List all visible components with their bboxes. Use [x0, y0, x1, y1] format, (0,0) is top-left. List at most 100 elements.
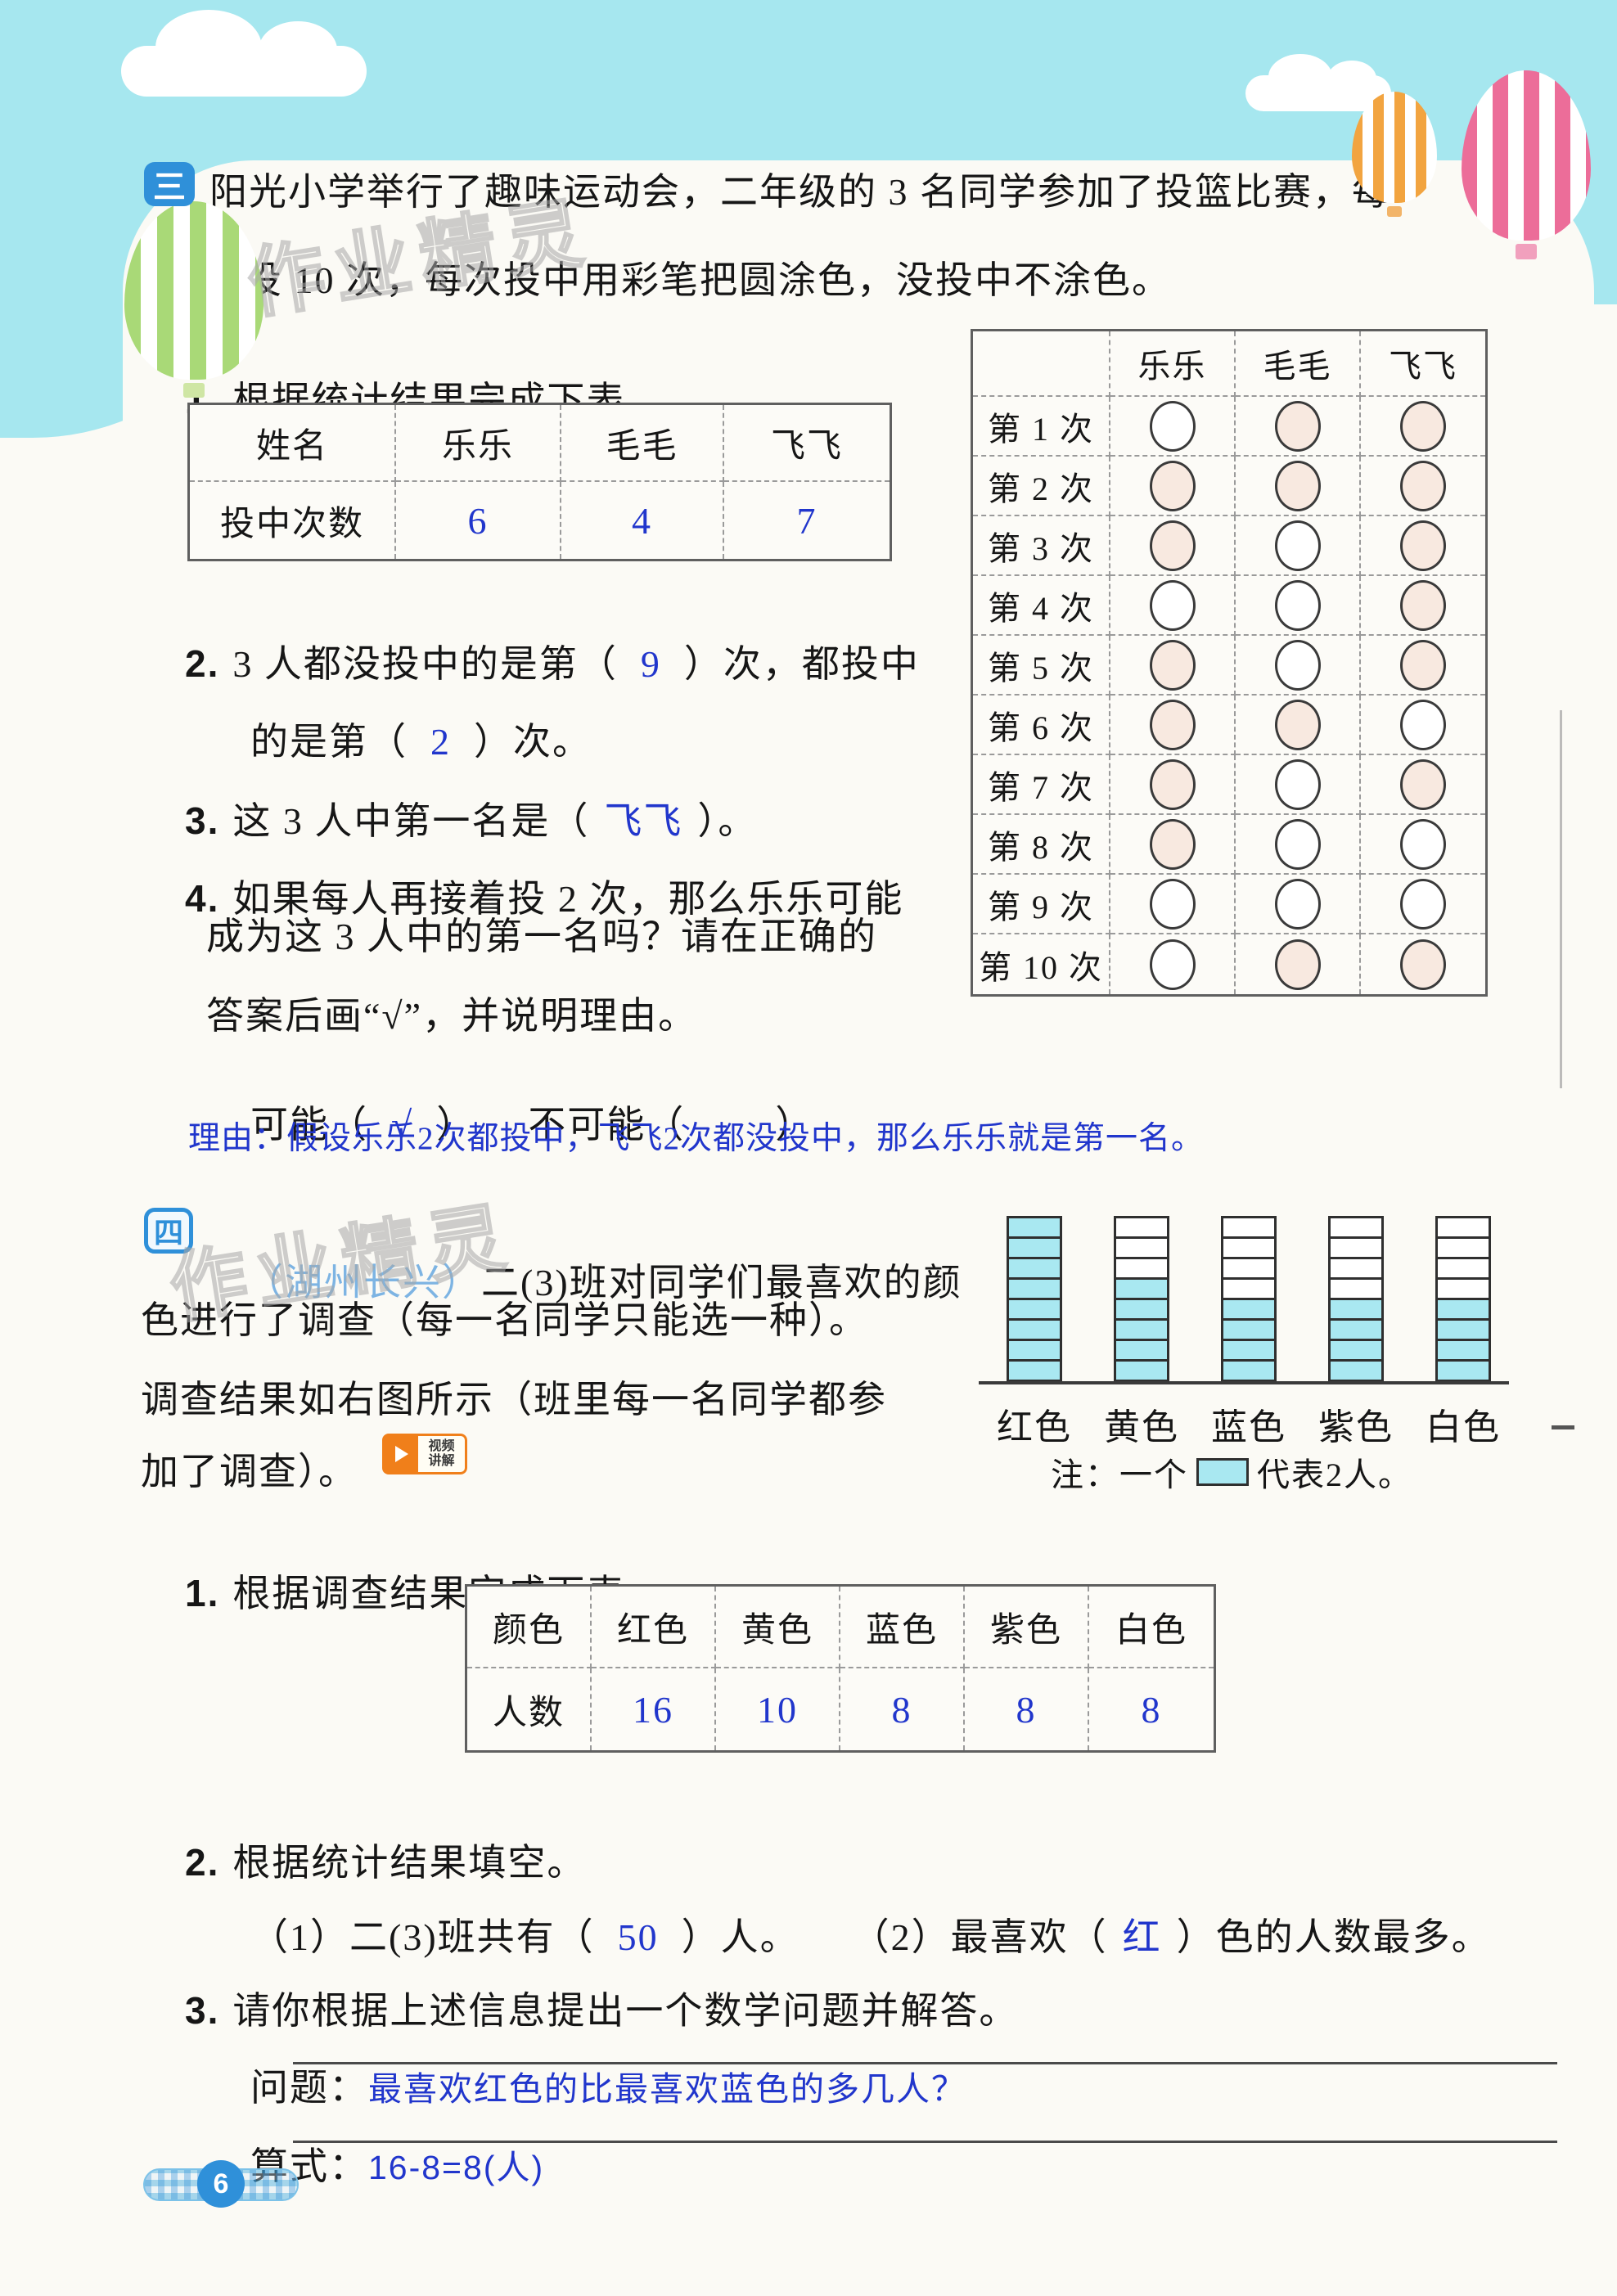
chart-bar	[1007, 1216, 1062, 1382]
shot-grid-cell	[1110, 815, 1236, 875]
chart-cell-filled	[1221, 1298, 1277, 1321]
chart-cell-empty	[1221, 1257, 1277, 1280]
result-table: 颜色 红色 黄色 蓝色 紫色 白色 人数 16 10 8 8 8	[465, 1584, 1216, 1753]
chart-cell-empty	[1114, 1216, 1169, 1239]
page-edge-dash	[1552, 1425, 1574, 1429]
score-table-value: 7	[796, 499, 818, 542]
hit-circle-empty	[1400, 878, 1446, 930]
shot-grid-cell	[1361, 934, 1485, 994]
hit-circle-filled	[1274, 939, 1321, 990]
hit-circle-filled	[1274, 699, 1321, 750]
chart-bar	[1221, 1216, 1277, 1382]
p4-q2-sub2-pre: （2）最喜欢（	[851, 1916, 1108, 1958]
hit-circle-filled	[1149, 520, 1196, 571]
chart-cell-filled	[1007, 1298, 1062, 1321]
problem-three-intro-line1: 阳光小学举行了趣味运动会，二年级的 3 名同学参加了投篮比赛，每	[209, 171, 1391, 213]
hit-circle-empty	[1274, 579, 1321, 631]
chart-bar	[1328, 1216, 1384, 1382]
score-table-header-student: 乐乐	[396, 405, 561, 482]
impossible-label: 不可能（	[528, 1104, 686, 1146]
chart-cell-filled	[1114, 1359, 1169, 1382]
chart-cell-empty	[1328, 1216, 1384, 1239]
p4-q1-number: 1.	[185, 1572, 220, 1614]
formula-label: 算式：	[250, 2145, 368, 2187]
hit-circle-filled	[1149, 759, 1196, 810]
shot-grid-cell	[1361, 696, 1485, 755]
shot-grid-cell	[1236, 934, 1361, 994]
shot-grid-cell	[1236, 516, 1361, 576]
result-table-header-color: 红色	[592, 1587, 716, 1668]
cloud-icon	[121, 10, 367, 97]
shot-grid-cell	[1110, 397, 1236, 457]
chart-cell-filled	[1007, 1236, 1062, 1259]
p4-q2-sub1-post: ）人。	[681, 1916, 799, 1958]
chart-cell-filled	[1435, 1298, 1491, 1321]
result-table-header-label: 颜色	[467, 1587, 592, 1668]
chart-cell-empty	[1221, 1277, 1277, 1300]
chart-category-labels: 红色 黄色 蓝色 紫色 白色	[997, 1398, 1499, 1447]
problem-three-badge-label: 三	[153, 169, 186, 205]
shot-grid-cell	[1361, 755, 1485, 815]
formula-underline	[293, 2141, 1557, 2143]
p3-question2-line1: 2. 3 人都没投中的是第（ 9 ）次，都投中	[141, 591, 920, 732]
shot-grid-cell	[1361, 397, 1485, 457]
chart-cell-filled	[1114, 1277, 1169, 1300]
pink-balloon-icon	[1462, 70, 1591, 259]
score-table: 姓名 乐乐 毛毛 飞飞 投中次数 6 4 7	[187, 403, 892, 561]
note-pre: 注：一个	[1051, 1456, 1188, 1493]
chart-cell-filled	[1007, 1257, 1062, 1280]
p3-q2-answer1: 9	[640, 643, 661, 685]
chart-category-label: 白色	[1426, 1407, 1501, 1447]
shot-grid-cell	[1110, 457, 1236, 516]
shot-grid-row-label: 第 3 次	[973, 516, 1110, 576]
p4-question3: 3. 请你根据上述信息提出一个数学问题并解答。	[141, 1938, 1018, 2078]
source-tag: （湖州长兴）	[245, 1262, 481, 1303]
hit-circle-empty	[1149, 400, 1196, 452]
shot-grid-cell	[1236, 755, 1361, 815]
shot-grid-cell	[1110, 755, 1236, 815]
possible-close: ）	[436, 1104, 476, 1146]
chart-cell-filled	[1328, 1339, 1384, 1362]
hit-circle-empty	[1274, 520, 1321, 571]
hit-circle-filled	[1400, 520, 1446, 571]
p3-q3-number: 3.	[185, 799, 220, 842]
p4-q2-sub1-answer: 50	[617, 1916, 659, 1958]
p3-question3: 3. 这 3 人中第一名是（ 飞飞 ）。	[141, 748, 757, 889]
chart-cell-filled	[1114, 1298, 1169, 1321]
shot-grid-cell	[1236, 457, 1361, 516]
chart-cell-empty	[1435, 1277, 1491, 1300]
chart-cell-filled	[1007, 1277, 1062, 1300]
p3-question4-line2: 成为这 3 人中的第一名吗？请在正确的	[206, 916, 877, 957]
shot-grid-cell	[1236, 636, 1361, 696]
shot-grid-cell	[1361, 516, 1485, 576]
chart-cell-empty	[1328, 1277, 1384, 1300]
p3-q2-part4: ）次。	[474, 721, 592, 763]
shot-grid-row-label: 第 5 次	[973, 636, 1110, 696]
chart-cell-filled	[1221, 1318, 1277, 1341]
formula-answer: 16-8=8(人)	[368, 2149, 545, 2186]
chart-category-label: 红色	[997, 1407, 1072, 1447]
hit-circle-empty	[1274, 759, 1321, 810]
chart-cell-empty	[1435, 1236, 1491, 1259]
score-table-row-label: 投中次数	[190, 482, 396, 559]
hit-circle-filled	[1149, 460, 1196, 511]
shot-grid-column-header: 飞飞	[1361, 331, 1485, 397]
chart-category-label: 黄色	[1104, 1407, 1179, 1447]
chart-cell-filled	[1435, 1339, 1491, 1362]
hit-circle-empty	[1274, 818, 1321, 870]
p3-q4-choice-line: 可能（ √ ） 不可能（ ）	[206, 1051, 814, 1192]
hit-circle-empty	[1274, 639, 1321, 691]
shot-grid-row-label: 第 7 次	[973, 755, 1110, 815]
problem-three-badge: 三	[144, 162, 195, 206]
problem-four-badge: 四	[144, 1208, 193, 1254]
p4-intro1: 二(3)班对同学们最喜欢的颜	[481, 1262, 962, 1303]
chart-cell-filled	[1007, 1216, 1062, 1239]
problem-four-intro-line4: 加了调查）。	[141, 1451, 358, 1492]
chart-cell-empty	[1221, 1236, 1277, 1259]
p4-q3-text: 请你根据上述信息提出一个数学问题并解答。	[232, 1990, 1019, 2032]
chart-cell-empty	[1435, 1216, 1491, 1239]
shot-grid-row-label: 第 2 次	[973, 457, 1110, 516]
problem-answer: 最喜欢红色的比最喜欢蓝色的多几人？	[368, 2070, 966, 2108]
p3-q2-number: 2.	[185, 642, 220, 685]
result-table-header-color: 白色	[1089, 1587, 1214, 1668]
